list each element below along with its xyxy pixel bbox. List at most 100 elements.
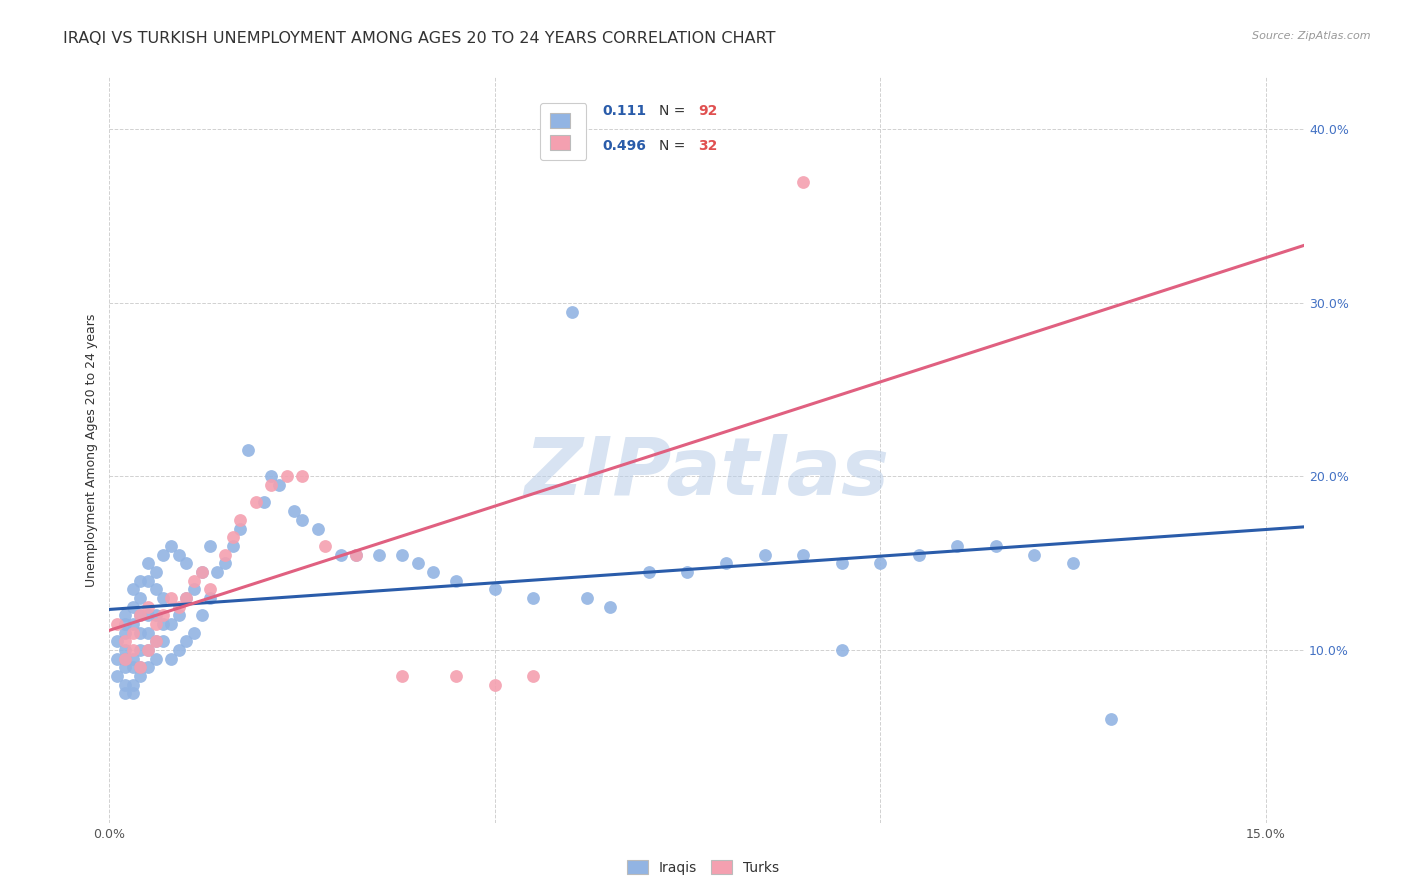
Point — [145, 634, 167, 648]
Point — [1024, 548, 1046, 562]
Point — [676, 565, 699, 579]
Point — [136, 625, 159, 640]
Point — [145, 634, 167, 648]
Point — [422, 565, 444, 579]
Point — [198, 539, 221, 553]
Point — [222, 530, 245, 544]
Point — [599, 599, 621, 614]
Point — [344, 548, 367, 562]
Point — [160, 616, 183, 631]
Point — [576, 591, 599, 605]
Point — [214, 556, 236, 570]
Point — [121, 678, 143, 692]
Point — [114, 660, 136, 674]
Point — [291, 469, 314, 483]
Point — [114, 625, 136, 640]
Point — [198, 591, 221, 605]
Point — [329, 548, 352, 562]
Point — [191, 565, 214, 579]
Point — [152, 634, 174, 648]
Point — [136, 660, 159, 674]
Point — [714, 556, 737, 570]
Point — [136, 608, 159, 623]
Point — [368, 548, 391, 562]
Point — [260, 469, 283, 483]
Point — [121, 660, 143, 674]
Text: Source: ZipAtlas.com: Source: ZipAtlas.com — [1253, 31, 1371, 41]
Point — [183, 582, 205, 597]
Point — [229, 522, 252, 536]
Point — [314, 539, 336, 553]
Point — [136, 556, 159, 570]
Point — [191, 608, 214, 623]
Point — [160, 591, 183, 605]
Legend: , : , — [540, 103, 586, 160]
Point — [222, 539, 245, 553]
Point — [121, 686, 143, 700]
Point — [522, 669, 544, 683]
Text: 0.111: 0.111 — [603, 103, 647, 118]
Point — [406, 556, 429, 570]
Text: N =: N = — [659, 139, 685, 153]
Point — [145, 565, 167, 579]
Point — [136, 574, 159, 588]
Point — [121, 616, 143, 631]
Point — [105, 669, 128, 683]
Point — [129, 660, 152, 674]
Point — [260, 478, 283, 492]
Point — [145, 582, 167, 597]
Y-axis label: Unemployment Among Ages 20 to 24 years: Unemployment Among Ages 20 to 24 years — [86, 314, 98, 587]
Point — [129, 591, 152, 605]
Point — [1062, 556, 1084, 570]
Point — [638, 565, 661, 579]
Point — [229, 513, 252, 527]
Point — [129, 574, 152, 588]
Text: IRAQI VS TURKISH UNEMPLOYMENT AMONG AGES 20 TO 24 YEARS CORRELATION CHART: IRAQI VS TURKISH UNEMPLOYMENT AMONG AGES… — [63, 31, 776, 46]
Legend: Iraqis, Turks: Iraqis, Turks — [621, 855, 785, 880]
Point — [167, 548, 190, 562]
Point — [129, 608, 152, 623]
Point — [152, 616, 174, 631]
Point — [391, 669, 413, 683]
Point — [152, 608, 174, 623]
Point — [129, 608, 152, 623]
Text: 32: 32 — [699, 139, 717, 153]
Point — [446, 574, 468, 588]
Point — [183, 574, 205, 588]
Point — [114, 643, 136, 657]
Point — [183, 625, 205, 640]
Point — [484, 678, 506, 692]
Point — [984, 539, 1007, 553]
Point — [176, 634, 198, 648]
Point — [136, 643, 159, 657]
Point — [176, 556, 198, 570]
Text: R =: R = — [560, 139, 585, 153]
Point — [105, 634, 128, 648]
Point — [946, 539, 969, 553]
Point — [561, 304, 583, 318]
Point — [236, 443, 259, 458]
Point — [129, 643, 152, 657]
Point — [114, 651, 136, 665]
Point — [191, 565, 214, 579]
Point — [291, 513, 314, 527]
Point — [114, 616, 136, 631]
Point — [1099, 712, 1122, 726]
Point — [907, 548, 929, 562]
Point — [121, 599, 143, 614]
Point — [792, 175, 814, 189]
Point — [129, 660, 152, 674]
Point — [167, 599, 190, 614]
Point — [160, 651, 183, 665]
Point — [792, 548, 814, 562]
Point — [145, 616, 167, 631]
Text: 92: 92 — [699, 103, 717, 118]
Point — [105, 651, 128, 665]
Point — [307, 522, 329, 536]
Point — [252, 495, 274, 509]
Point — [245, 495, 267, 509]
Point — [160, 539, 183, 553]
Point — [114, 634, 136, 648]
Point — [167, 643, 190, 657]
Point — [129, 625, 152, 640]
